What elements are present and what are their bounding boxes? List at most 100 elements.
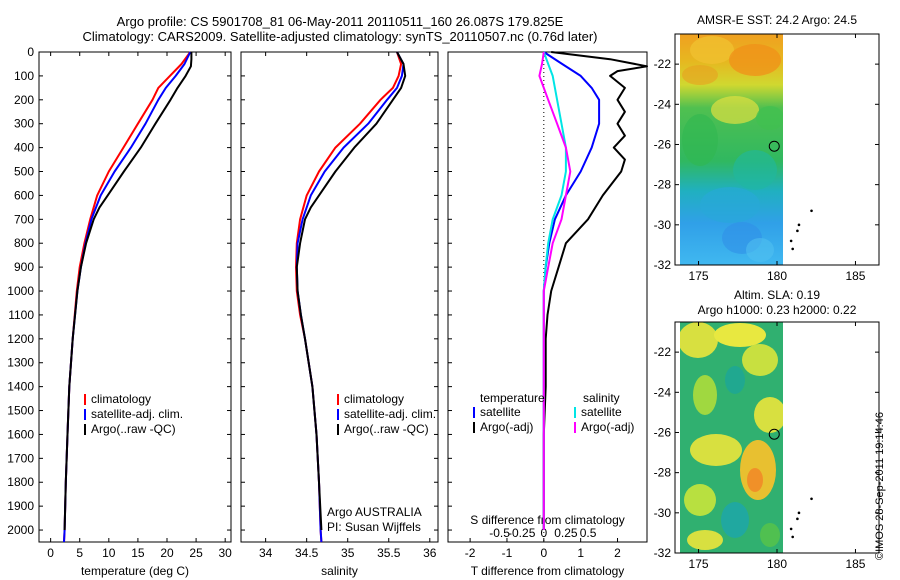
temperature-xtick-label: 20 <box>160 546 174 560</box>
sst-map-xtick-label: 175 <box>689 269 709 283</box>
sla-map-xtick-label: 180 <box>767 557 787 571</box>
salinity-diff-argo-line <box>538 51 572 530</box>
temperature-legend-label: climatology <box>91 392 151 406</box>
salinity-climatology-line <box>295 51 403 543</box>
difference-salinity-legend-label: satellite <box>581 405 622 419</box>
difference-temperature-legend-label: Argo(-adj) <box>480 420 533 434</box>
depth-tick-label: 2000 <box>7 523 34 537</box>
sst-map-track-point <box>789 239 793 243</box>
salinity-xtick-label: 35.5 <box>377 546 401 560</box>
depth-tick-label: 1700 <box>7 451 34 465</box>
depth-tick-label: 1000 <box>7 284 34 298</box>
temperature-xtick-label: 25 <box>189 546 203 560</box>
salinity-xtick-label: 36 <box>423 546 437 560</box>
sla-map-subtitle: Argo h1000: 0.23 h2000: 0.22 <box>698 303 857 317</box>
salinity-diff-tick-label: -0.5 <box>489 526 510 540</box>
temperature-xtick-label: 5 <box>76 546 83 560</box>
difference-xtick-label: 1 <box>577 546 584 560</box>
salinity-legend-label: climatology <box>344 392 404 406</box>
sla-map-ytick-label: -22 <box>654 345 672 359</box>
sst-map-profile-marker <box>768 140 780 152</box>
depth-tick-label: 200 <box>14 93 34 107</box>
depth-tick-label: 400 <box>14 141 34 155</box>
salinity-diff-tick-label: 0.5 <box>580 526 597 540</box>
sst-map-xtick-label: 180 <box>767 269 787 283</box>
depth-tick-label: 1600 <box>7 427 34 441</box>
figure-title-line1: Argo profile: CS 5901708_81 06-May-2011 … <box>116 14 564 29</box>
temperature-legend-label: satellite-adj. clim. <box>91 407 183 421</box>
sla-map-track-point <box>789 527 793 531</box>
difference-salinity-legend-label: Argo(-adj) <box>581 420 634 434</box>
temperature-xtick-label: 0 <box>47 546 54 560</box>
depth-tick-label: 1400 <box>7 380 34 394</box>
sla-field-features <box>680 322 783 550</box>
salinity-argo-line <box>295 51 407 531</box>
salinity-xtick-label: 34 <box>259 546 273 560</box>
copyright-label: ©IMOS 28-Sep-2011 19:14:46 <box>874 412 886 560</box>
sst-map-track-point <box>797 223 801 227</box>
salinity-diff-xlabel: S difference from climatology <box>470 513 625 527</box>
sla-map-ytick-label: -28 <box>654 466 672 480</box>
temperature-xtick-label: 10 <box>102 546 116 560</box>
depth-tick-label: 0 <box>27 45 34 59</box>
depth-tick-label: 700 <box>14 212 34 226</box>
temperature-axes-frame <box>38 51 232 543</box>
temperature-xtick-label: 15 <box>131 546 145 560</box>
sla-map-track-point <box>797 511 801 515</box>
sla-map-title: Altim. SLA: 0.19 <box>734 288 820 302</box>
salinity-legend-label: Argo(..raw -QC) <box>344 422 429 436</box>
salinity-diff-tick-label: -0.25 <box>508 526 536 540</box>
temperature-argo-line <box>63 52 193 531</box>
sst-map-ytick-label: -28 <box>654 178 672 192</box>
depth-tick-label: 100 <box>14 69 34 83</box>
difference-xtick-label: -2 <box>465 546 476 560</box>
depth-tick-label: 300 <box>14 117 34 131</box>
argo-australia-annotation: Argo AUSTRALIA <box>327 505 422 519</box>
temperature-satellite-line <box>63 51 192 543</box>
depth-tick-label: 800 <box>14 236 34 250</box>
difference-xtick-label: 0 <box>540 546 547 560</box>
depth-tick-label: 900 <box>14 260 34 274</box>
sst-map-track-point <box>810 209 813 213</box>
sla-map-ytick-label: -24 <box>654 385 672 399</box>
salinity-satellite-line <box>295 51 405 543</box>
sst-map-track-point <box>796 229 799 233</box>
salinity-axes-frame <box>240 51 439 543</box>
sst-field-features <box>682 36 783 262</box>
sla-map-ytick-label: -32 <box>654 546 672 560</box>
salinity-xtick-label: 35 <box>341 546 355 560</box>
depth-tick-label: 1100 <box>8 308 34 322</box>
sst-map-track-point <box>791 247 794 251</box>
difference-temperature-legend-label: satellite <box>480 405 521 419</box>
sla-map-track-point <box>810 497 813 501</box>
difference-xtick-label: -1 <box>502 546 513 560</box>
salinity-xlabel: salinity <box>321 564 358 578</box>
temperature-legend-label: Argo(..raw -QC) <box>91 422 176 436</box>
temperature-climatology-line <box>63 51 192 543</box>
depth-tick-label: 500 <box>14 165 34 179</box>
temperature-xlabel: temperature (deg C) <box>81 564 189 578</box>
sst-map-ytick-label: -32 <box>654 258 672 272</box>
sla-map-ytick-label: -30 <box>654 506 672 520</box>
difference-legend-title-temperature: temperature <box>480 391 545 405</box>
sla-map-ytick-label: -26 <box>654 425 672 439</box>
salinity-diff-tick-label: 0 <box>540 526 547 540</box>
sla-map-xtick-label: 185 <box>845 557 865 571</box>
temperature-diff-argo-line <box>542 51 648 530</box>
sst-map-xtick-label: 185 <box>845 269 865 283</box>
sla-map-profile-marker <box>768 428 780 440</box>
figure-title-line2: Climatology: CARS2009. Satellite-adjuste… <box>82 29 598 44</box>
salinity-xtick-label: 34.5 <box>295 546 319 560</box>
depth-tick-label: 1500 <box>7 404 34 418</box>
sst-map-title: AMSR-E SST: 24.2 Argo: 24.5 <box>697 13 857 27</box>
salinity-legend-label: satellite-adj. clim. <box>344 407 436 421</box>
sst-map-ytick-label: -30 <box>654 218 672 232</box>
difference-xtick-label: 2 <box>614 546 621 560</box>
temperature-xtick-label: 30 <box>219 546 233 560</box>
salinity-diff-satellite-line <box>542 51 567 530</box>
depth-tick-label: 1300 <box>7 356 34 370</box>
sla-map-track-point <box>791 535 794 539</box>
sst-map <box>674 33 880 266</box>
sla-map <box>674 321 880 554</box>
